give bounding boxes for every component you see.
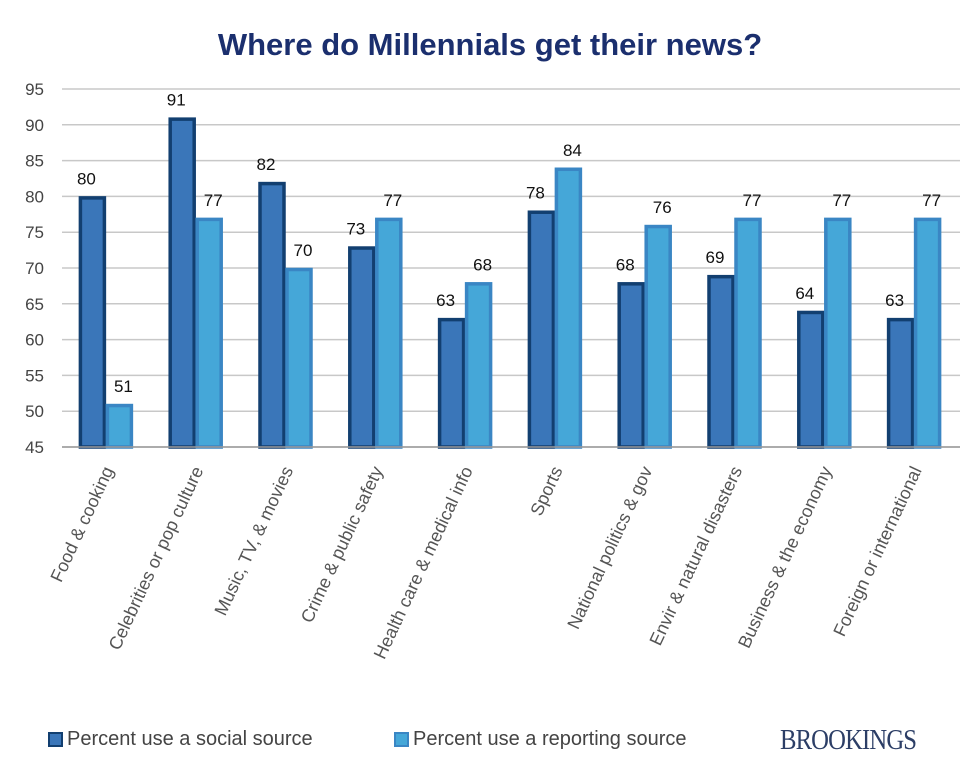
- x-tick-label: Music, TV, & movies: [211, 463, 298, 618]
- y-tick-label: 85: [25, 152, 44, 171]
- bar-social: [348, 246, 376, 449]
- data-label: 77: [204, 191, 223, 210]
- data-label: 68: [473, 255, 492, 274]
- data-label: 68: [616, 255, 635, 274]
- data-label: 51: [114, 377, 133, 396]
- bar-reporting: [195, 217, 223, 449]
- bar-reporting: [464, 282, 493, 449]
- data-label: 69: [706, 248, 725, 267]
- x-tick-label: Foreign or international: [829, 463, 925, 639]
- bar-social: [168, 117, 196, 449]
- bar-reporting: [285, 267, 313, 449]
- bar-reporting: [375, 217, 403, 449]
- x-tick-label: Health care & medical info: [370, 463, 477, 662]
- data-label: 77: [922, 191, 941, 210]
- data-label: 63: [885, 291, 904, 310]
- bar-social: [258, 181, 286, 449]
- legend-label-reporting: Percent use a reporting source: [413, 728, 687, 750]
- data-label: 73: [346, 220, 365, 239]
- data-label: 77: [832, 191, 851, 210]
- bar-reporting: [824, 217, 852, 449]
- bar-reporting: [913, 217, 942, 449]
- data-label: 80: [77, 169, 96, 188]
- y-tick-label: 45: [25, 438, 44, 457]
- x-tick-label: Crime & public safety: [297, 463, 387, 626]
- y-tick-label: 70: [25, 259, 44, 278]
- y-tick-label: 55: [25, 366, 44, 385]
- data-label: 70: [294, 241, 313, 260]
- data-label: 77: [383, 191, 402, 210]
- legend-label-social: Percent use a social source: [67, 728, 313, 750]
- x-tick-label: Business & the economy: [734, 463, 836, 651]
- bar-reporting: [644, 224, 672, 449]
- bar-social: [707, 274, 735, 449]
- bar-social: [617, 282, 645, 449]
- legend-item-reporting: Percent use a reporting source: [394, 728, 687, 751]
- data-label: 76: [653, 198, 672, 217]
- bar-reporting: [105, 403, 134, 449]
- y-tick-label: 80: [25, 187, 44, 206]
- data-label: 77: [743, 191, 762, 210]
- y-tick-label: 75: [25, 223, 44, 242]
- legend-item-social: Percent use a social source: [48, 728, 313, 751]
- x-tick-label: Food & cooking: [47, 463, 118, 585]
- data-label: 84: [563, 141, 582, 160]
- bar-social: [437, 317, 466, 449]
- legend-swatch-reporting: [394, 732, 409, 747]
- x-tick-label: Envir & natural disasters: [646, 463, 747, 648]
- data-label: 63: [436, 291, 455, 310]
- y-tick-label: 60: [25, 331, 44, 350]
- bar-reporting: [554, 167, 583, 449]
- legend-swatch-social: [48, 732, 63, 747]
- chart-title: Where do Millennials get their news?: [218, 27, 762, 62]
- x-tick-label: National politics & gov: [563, 463, 656, 632]
- bar-reporting: [734, 217, 762, 449]
- data-label: 82: [257, 155, 276, 174]
- bar-social: [78, 196, 107, 449]
- data-label: 64: [795, 284, 814, 303]
- data-label: 78: [526, 184, 545, 203]
- bar-social: [797, 310, 825, 449]
- x-tick-label: Celebrities or pop culture: [105, 463, 208, 653]
- bar-social: [886, 317, 915, 449]
- y-tick-label: 90: [25, 116, 44, 135]
- x-tick-label: Sports: [526, 463, 566, 519]
- brookings-logo: BROOKINGS: [780, 724, 917, 756]
- bar-social: [527, 210, 556, 449]
- y-tick-label: 50: [25, 402, 44, 421]
- y-tick-label: 95: [25, 80, 44, 99]
- y-tick-label: 65: [25, 295, 44, 314]
- data-label: 91: [167, 91, 186, 110]
